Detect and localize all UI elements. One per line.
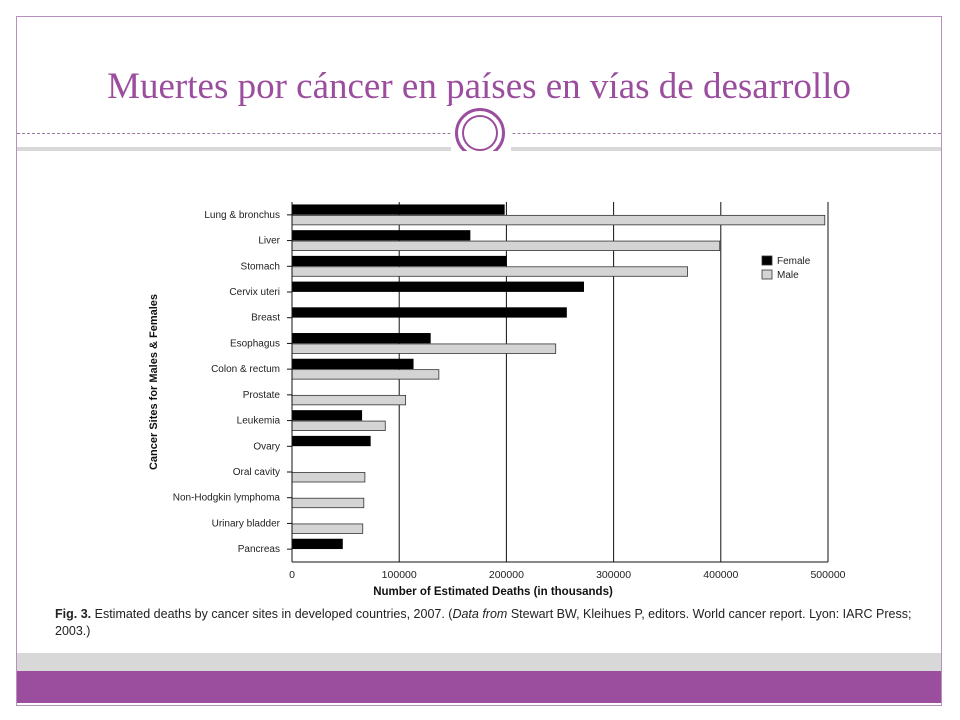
category-label: Non-Hodgkin lymphoma: [173, 493, 281, 504]
bar-male: [291, 497, 365, 509]
caption-text: Estimated deaths by cancer sites in deve…: [94, 607, 453, 621]
caption-label: Fig. 3.: [55, 607, 92, 621]
category-label: Cervix uteri: [229, 287, 280, 298]
bar-female: [291, 435, 371, 447]
x-axis-label: Number of Estimated Deaths (in thousands…: [373, 586, 613, 598]
footer-purple-band: [17, 671, 941, 703]
category-label: Urinary bladder: [212, 518, 281, 529]
caption-text-2: Stewart BW, Kleihues P, editors. World c…: [507, 607, 912, 621]
bar-female: [291, 281, 584, 292]
y-axis-label: Cancer Sites for Males & Females: [148, 294, 160, 470]
legend-label-male: Male: [777, 270, 799, 281]
category-label: Stomach: [241, 261, 280, 272]
category-label: Ovary: [253, 441, 280, 452]
bar-female: [291, 333, 431, 344]
x-tick-label: 500000: [810, 569, 845, 581]
category-label: Lung & bronchus: [204, 210, 280, 221]
footer-grey-band: [17, 653, 941, 671]
x-tick-label: 200000: [489, 569, 524, 581]
bar-female: [291, 230, 471, 241]
category-label: Liver: [258, 236, 280, 247]
legend-swatch-male: [761, 269, 773, 280]
bar-male: [291, 420, 386, 431]
category-label: Prostate: [243, 390, 281, 401]
category-label: Pancreas: [238, 544, 280, 555]
x-tick-label: 0: [289, 569, 295, 581]
bar-male: [291, 214, 826, 226]
bar-male: [291, 472, 366, 483]
bar-male: [291, 523, 364, 534]
bar-female: [291, 307, 567, 318]
bar-male: [291, 343, 557, 354]
figure-caption: Fig. 3. Estimated deaths by cancer sites…: [55, 606, 945, 640]
legend-label-female: Female: [777, 256, 811, 267]
category-label: Oral cavity: [233, 467, 280, 478]
x-tick-label: 400000: [703, 569, 738, 581]
bar-male: [291, 266, 688, 277]
bars: [291, 204, 826, 550]
axes: [287, 202, 828, 563]
category-label: Esophagus: [230, 338, 280, 349]
caption-line-2: 2003.): [55, 624, 91, 638]
bar-female: [291, 358, 414, 370]
circle-ornament-inner-icon: [462, 115, 498, 151]
bar-male: [291, 394, 407, 406]
category-label: Breast: [251, 313, 280, 324]
bar-female: [291, 204, 505, 215]
bar-female: [291, 410, 363, 421]
category-label: Colon & rectum: [211, 364, 280, 375]
ring-clip: [440, 151, 520, 165]
category-label: Leukemia: [237, 416, 281, 427]
slide-title: Muertes por cáncer en países en vías de …: [107, 66, 851, 107]
category-labels: Lung & bronchus Liver Stomach Cervix uteri B…: [173, 210, 281, 555]
bar-female: [291, 538, 343, 550]
x-tick-label: 300000: [596, 569, 631, 581]
caption-italic: Data from: [452, 607, 508, 621]
x-tick-label: 100000: [382, 569, 417, 581]
bar-male: [291, 240, 721, 251]
legend: Female Male: [761, 255, 811, 281]
x-tick-labels: 0 100000 200000 300000 400000 500000: [289, 569, 846, 581]
legend-swatch-female: [761, 255, 773, 266]
bar-male: [291, 369, 440, 380]
slide-frame: [16, 16, 942, 706]
bar-female: [291, 255, 507, 267]
